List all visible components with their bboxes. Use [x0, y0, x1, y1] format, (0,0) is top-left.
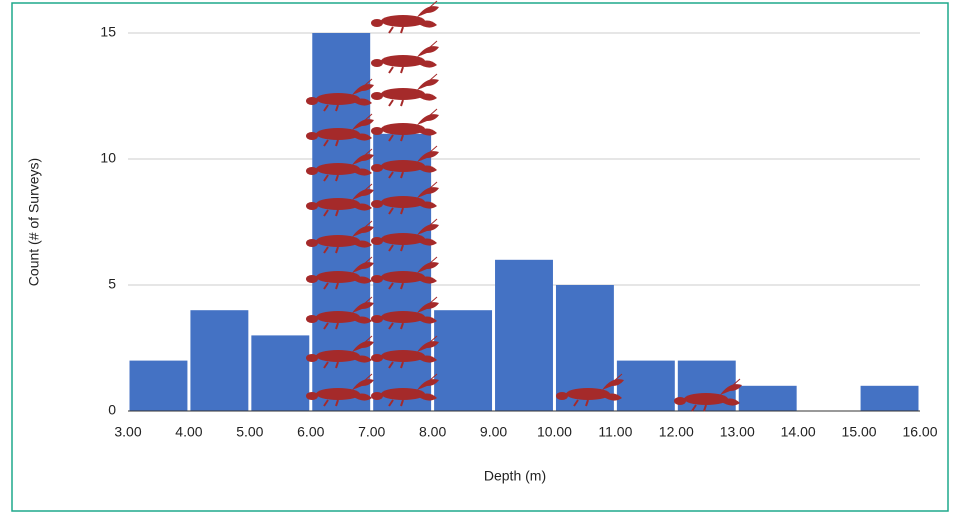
x-tick-label: 12.00 [659, 424, 694, 440]
bar [739, 386, 797, 411]
x-tick-label: 4.00 [175, 424, 202, 440]
x-tick-label: 9.00 [480, 424, 507, 440]
bar [495, 260, 553, 411]
bar [434, 310, 492, 411]
bar [190, 310, 248, 411]
page: Count (# of Surveys) Depth (m) 0 5 10 15 3.0… [0, 0, 955, 514]
lobster-icon [371, 74, 439, 106]
y-tick-label: 0 [108, 402, 116, 418]
x-tick-label: 5.00 [236, 424, 263, 440]
x-tick-label: 11.00 [598, 424, 632, 440]
x-tick-label: 15.00 [842, 424, 877, 440]
y-tick-label: 10 [100, 150, 116, 166]
bar [130, 361, 188, 411]
y-tick-label: 15 [100, 24, 116, 40]
y-tick-label: 5 [108, 276, 116, 292]
x-tick-label: 14.00 [781, 424, 816, 440]
lobster-icon [371, 41, 439, 73]
bar [617, 361, 675, 411]
x-tick-label: 3.00 [114, 424, 141, 440]
bar [251, 335, 309, 411]
x-tick-label: 16.00 [902, 424, 937, 440]
x-tick-label: 7.00 [358, 424, 385, 440]
bar [861, 386, 919, 411]
x-tick-label: 8.00 [419, 424, 446, 440]
lobster-icon [371, 1, 439, 33]
y-axis-label: Count (# of Surveys) [26, 158, 42, 286]
x-tick-label: 13.00 [720, 424, 755, 440]
x-tick-label: 6.00 [297, 424, 324, 440]
chart: Count (# of Surveys) Depth (m) 0 5 10 15 3.0… [0, 0, 955, 514]
x-tick-label: 10.00 [537, 424, 572, 440]
x-axis-label: Depth (m) [484, 468, 546, 484]
